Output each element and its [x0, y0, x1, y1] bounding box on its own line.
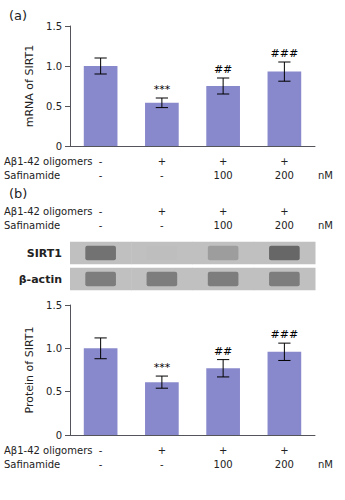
- svg-text:200: 200: [275, 220, 294, 231]
- svg-text:(a): (a): [9, 8, 27, 23]
- svg-text:1.5: 1.5: [46, 300, 62, 311]
- svg-text:0.5: 0.5: [46, 101, 62, 112]
- svg-text:+: +: [158, 206, 166, 217]
- svg-text:1.0: 1.0: [46, 343, 62, 354]
- svg-text:***: ***: [154, 83, 171, 96]
- svg-text:nM: nM: [318, 459, 333, 470]
- svg-text:0: 0: [56, 430, 62, 441]
- svg-text:1.0: 1.0: [46, 61, 62, 72]
- svg-text:Safinamide: Safinamide: [4, 220, 60, 231]
- svg-text:***: ***: [154, 361, 171, 374]
- svg-text:100: 100: [214, 170, 233, 181]
- svg-text:200: 200: [275, 459, 294, 470]
- svg-text:+: +: [158, 156, 166, 167]
- svg-text:+: +: [280, 445, 288, 456]
- svg-text:-: -: [99, 220, 103, 231]
- svg-text:+: +: [219, 206, 227, 217]
- svg-text:β-actin: β-actin: [19, 273, 62, 286]
- svg-text:SIRT1: SIRT1: [27, 247, 62, 260]
- svg-text:-: -: [99, 459, 103, 470]
- svg-text:+: +: [158, 445, 166, 456]
- svg-text:+: +: [280, 156, 288, 167]
- svg-text:+: +: [219, 156, 227, 167]
- svg-text:Aβ1-42 oligomers: Aβ1-42 oligomers: [4, 206, 92, 217]
- svg-text:-: -: [160, 170, 164, 181]
- svg-text:0.5: 0.5: [46, 386, 62, 397]
- svg-text:100: 100: [214, 220, 233, 231]
- svg-text:##: ##: [214, 63, 232, 76]
- svg-text:-: -: [160, 459, 164, 470]
- svg-text:mRNA of SIRT1: mRNA of SIRT1: [23, 45, 36, 128]
- svg-text:100: 100: [214, 459, 233, 470]
- svg-text:+: +: [280, 206, 288, 217]
- svg-text:nM: nM: [318, 220, 333, 231]
- svg-text:nM: nM: [318, 170, 333, 181]
- svg-text:##: ##: [214, 345, 232, 358]
- svg-text:Aβ1-42 oligomers: Aβ1-42 oligomers: [4, 156, 92, 167]
- svg-text:-: -: [99, 206, 103, 217]
- svg-text:-: -: [160, 220, 164, 231]
- svg-text:200: 200: [275, 170, 294, 181]
- svg-text:(b): (b): [9, 186, 27, 201]
- svg-text:Safinamide: Safinamide: [4, 170, 60, 181]
- svg-text:Safinamide: Safinamide: [4, 459, 60, 470]
- svg-text:-: -: [99, 445, 103, 456]
- svg-text:-: -: [99, 170, 103, 181]
- svg-text:###: ###: [271, 47, 299, 60]
- svg-text:Aβ1-42 oligomers: Aβ1-42 oligomers: [4, 445, 92, 456]
- svg-text:###: ###: [271, 328, 299, 341]
- svg-text:0: 0: [56, 141, 62, 152]
- svg-text:+: +: [219, 445, 227, 456]
- svg-text:-: -: [99, 156, 103, 167]
- svg-text:Protein of SIRT1: Protein of SIRT1: [23, 327, 36, 414]
- svg-text:1.5: 1.5: [46, 21, 62, 32]
